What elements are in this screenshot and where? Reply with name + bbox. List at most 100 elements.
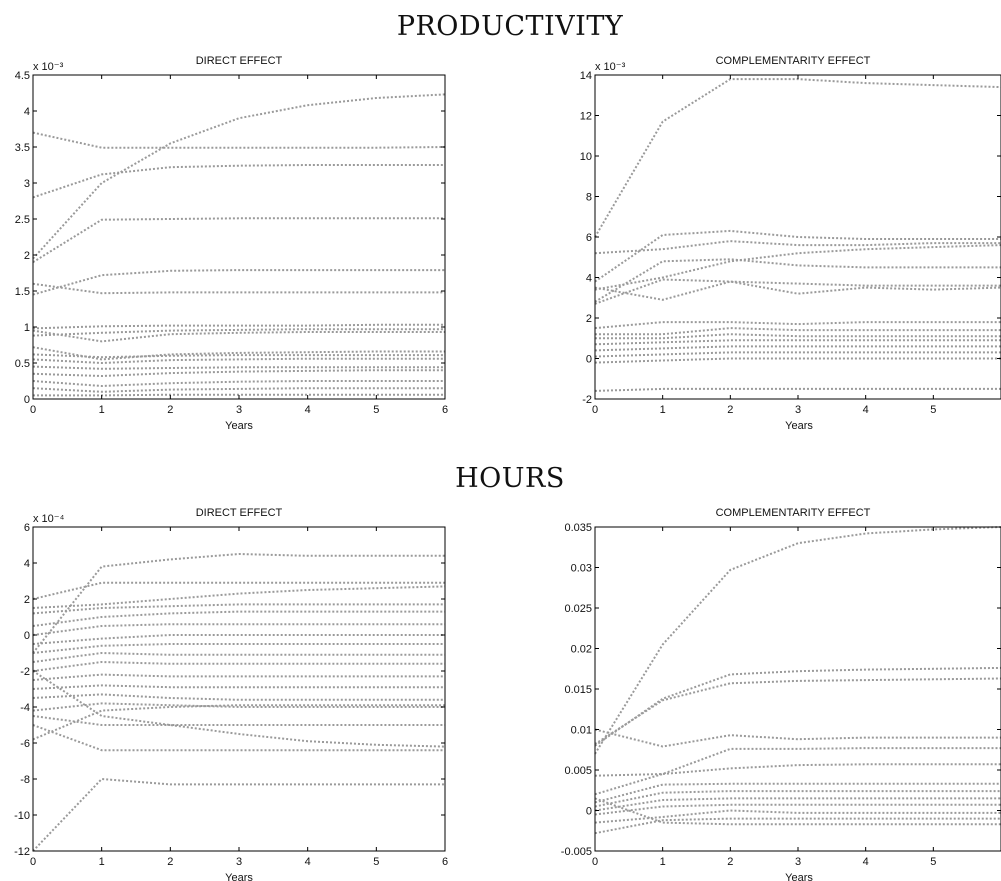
- chart-panel-3: -12 -10 -8 -6 -4 -2 0 2 4 6 0 1 2 3 4 5 6 DIRECT EFFECT Ye…: [14, 507, 448, 881]
- x-tick-label: 4: [863, 856, 869, 868]
- axis-scale-label: x 10⁻³: [595, 61, 626, 73]
- series-line-3: [32, 164, 445, 199]
- x-tick-label: 2: [167, 856, 173, 868]
- series-line-4: [594, 258, 1001, 303]
- series-line-7: [594, 278, 1001, 305]
- series-line-6: [32, 623, 445, 636]
- x-tick-label: 5: [373, 856, 379, 868]
- x-tick-label: 4: [305, 404, 311, 416]
- series-line-13: [32, 693, 445, 701]
- y-tick-label: 0.035: [564, 522, 592, 534]
- x-tick-label: 2: [727, 404, 733, 416]
- y-tick-label: 0: [24, 630, 30, 642]
- y-tick-label: -2: [20, 666, 30, 678]
- chart-title: COMPLEMENTARITY EFFECT: [716, 507, 871, 519]
- x-tick-label: 4: [863, 404, 869, 416]
- y-tick-label: 2: [24, 594, 30, 606]
- x-tick-label: 5: [930, 404, 936, 416]
- y-tick-label: 2: [24, 250, 30, 262]
- chart-panel-4: -0.00500.0050.010.0150.020.0250.030.0350…: [561, 507, 1001, 881]
- series-line-6: [32, 282, 445, 295]
- section-title-productivity: PRODUCTIVITY: [397, 11, 624, 42]
- y-tick-label: 0.015: [564, 684, 592, 696]
- y-tick-label: -8: [20, 774, 30, 786]
- series-line-8: [32, 643, 445, 654]
- plot-frame: [32, 74, 446, 400]
- y-tick-label: 3.5: [15, 142, 30, 154]
- series-line-12: [594, 345, 1001, 352]
- y-tick-label: 0.005: [564, 765, 592, 777]
- y-tick-label: 4: [24, 106, 30, 118]
- chart-panel-1: 0 0.5 1 1.5 2 2.5 3 3.5 4 4.5 0 1 2 3 4 5 6 DIRECT EFFECT…: [15, 55, 448, 432]
- y-tick-label: 2: [586, 313, 592, 325]
- y-tick-label: 0: [24, 394, 30, 406]
- series-line-3: [594, 677, 1001, 745]
- series-line-6: [594, 763, 1001, 777]
- x-tick-label: 6: [442, 404, 448, 416]
- section-title-hours: HOURS: [455, 463, 565, 494]
- series-line-12: [32, 684, 445, 690]
- series-line-2: [32, 581, 445, 600]
- series-line-15: [32, 380, 445, 388]
- y-tick-label: 0: [586, 806, 592, 818]
- x-tick-label: 0: [30, 404, 36, 416]
- x-tick-label: 6: [442, 856, 448, 868]
- series-line-8: [32, 329, 445, 343]
- series-line-14: [32, 369, 445, 378]
- y-tick-label: -2: [582, 394, 592, 406]
- series-line-7: [32, 323, 445, 330]
- y-tick-label: 1.5: [15, 286, 30, 298]
- series-line-5: [32, 269, 445, 296]
- x-tick-label: 5: [373, 404, 379, 416]
- plot-frame: [32, 526, 446, 852]
- y-tick-label: 4: [24, 558, 30, 570]
- x-axis-label: Years: [225, 420, 253, 432]
- x-tick-label: 3: [236, 856, 242, 868]
- series-line-7: [32, 634, 445, 645]
- series-line-1: [594, 526, 1001, 755]
- series-line-5: [594, 747, 1001, 796]
- chart-title: COMPLEMENTARITY EFFECT: [716, 55, 871, 67]
- y-tick-label: 6: [586, 232, 592, 244]
- series-line-5: [594, 244, 1001, 291]
- x-tick-label: 0: [30, 856, 36, 868]
- y-tick-label: 4: [586, 273, 592, 285]
- chart-title: DIRECT EFFECT: [196, 55, 283, 67]
- series-line-13: [594, 351, 1001, 358]
- x-axis-label: Years: [785, 420, 813, 432]
- series-line-2: [32, 131, 446, 149]
- series-line-9: [595, 327, 1001, 336]
- series-line-10: [32, 660, 445, 672]
- series-line-8: [594, 790, 1001, 808]
- series-line-7: [594, 782, 1001, 804]
- series-line-12: [32, 357, 445, 365]
- y-tick-label: 2.5: [15, 214, 30, 226]
- y-tick-label: -10: [14, 810, 30, 822]
- y-tick-label: 14: [580, 70, 592, 82]
- x-axis-label: Years: [225, 872, 253, 881]
- series-line-8: [594, 321, 1001, 330]
- series-line-15: [594, 387, 1001, 392]
- series-line-5: [32, 610, 445, 627]
- axis-scale-label: x 10⁻⁴: [33, 513, 65, 525]
- y-tick-label: -0.005: [561, 846, 592, 858]
- y-tick-label: 6: [24, 522, 30, 534]
- series-line-16: [32, 670, 446, 748]
- series-line-19: [32, 777, 445, 852]
- series-line-4: [32, 217, 445, 264]
- y-tick-label: 0.03: [571, 563, 592, 575]
- series-line-1: [32, 93, 446, 260]
- series-line-3: [32, 585, 446, 609]
- series-line-10: [594, 803, 1001, 816]
- series-line-13: [32, 365, 445, 370]
- y-tick-label: -4: [20, 702, 30, 714]
- series-line-2: [594, 666, 1001, 747]
- series-line-16: [32, 387, 445, 393]
- y-tick-label: -6: [20, 738, 30, 750]
- x-tick-label: 3: [236, 404, 242, 416]
- series-line-4: [32, 603, 445, 615]
- series-line-11: [32, 353, 445, 359]
